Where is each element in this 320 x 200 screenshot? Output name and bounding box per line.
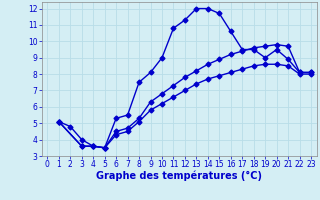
X-axis label: Graphe des températures (°C): Graphe des températures (°C) (96, 171, 262, 181)
